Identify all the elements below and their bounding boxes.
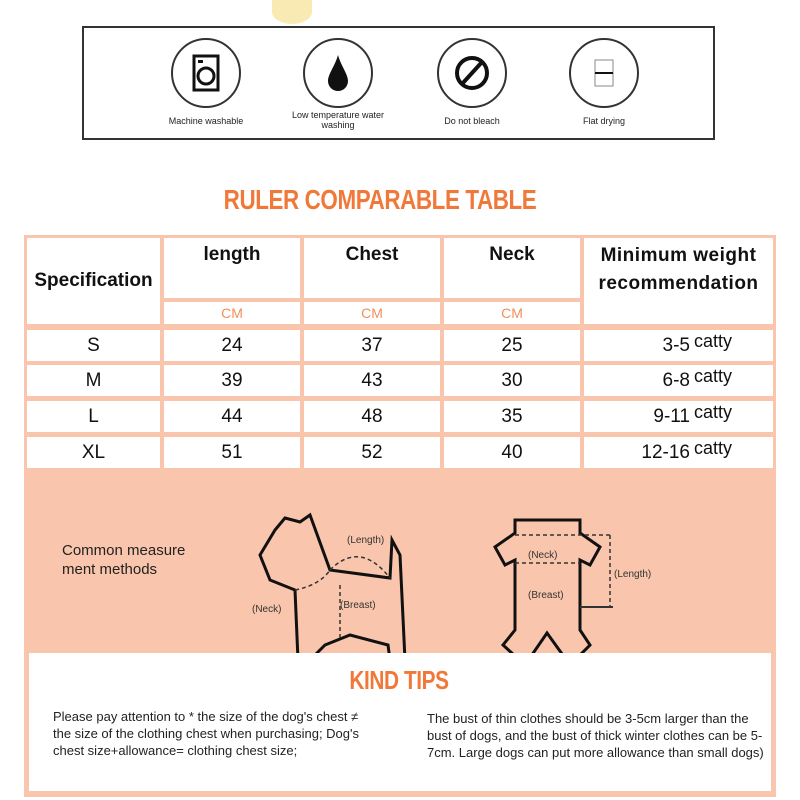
weight-value: 9-11 xyxy=(653,405,690,427)
cell-chest: 48 xyxy=(304,401,440,432)
care-flat-drying: Flat drying xyxy=(544,38,664,126)
decorative-leaf xyxy=(272,0,312,24)
tips-title: KIND TIPS xyxy=(349,665,449,695)
clothes-length-label: (Length) xyxy=(614,569,652,580)
cell-length: 44 xyxy=(164,401,300,432)
clothing-outline-illustration xyxy=(493,518,613,665)
tip-right: The bust of thin clothes should be 3-5cm… xyxy=(427,711,764,760)
header-neck: Neck xyxy=(444,238,580,298)
cell-neck: 40 xyxy=(444,437,580,468)
washing-machine-icon xyxy=(171,38,241,108)
kind-tips-section: KIND TIPS Please pay attention to * the … xyxy=(29,653,771,791)
care-low-temp: Low temperature water washing xyxy=(278,38,398,130)
tip-left: Please pay attention to * the size of th… xyxy=(53,709,359,758)
clothes-breast-label: (Breast) xyxy=(528,590,564,601)
clothes-neck-label: (Neck) xyxy=(528,550,558,561)
cell-length: 24 xyxy=(164,330,300,361)
cell-neck: 30 xyxy=(444,365,580,396)
care-instructions-box: Machine washable Low temperature water w… xyxy=(82,26,715,140)
dog-length-label: (Length) xyxy=(347,535,385,546)
cell-size: L xyxy=(27,401,160,432)
weight-value: 3-5 xyxy=(662,334,690,356)
cell-size: XL xyxy=(27,437,160,468)
water-drop-icon xyxy=(303,38,373,108)
weight-unit: catty xyxy=(694,438,733,458)
table-title: RULER COMPARABLE TABLE xyxy=(223,184,537,215)
header-min-weight: Minimum weight recommendation xyxy=(584,238,773,324)
cell-length: 51 xyxy=(164,437,300,468)
measure-label: Common measure ment methods xyxy=(62,542,186,578)
dog-breast-label: (Breast) xyxy=(340,600,376,611)
cell-chest: 52 xyxy=(304,437,440,468)
unit-length: CM xyxy=(164,302,300,324)
header-specification: Specification xyxy=(27,238,160,324)
cell-neck: 35 xyxy=(444,401,580,432)
weight-value: 12-16 xyxy=(641,441,690,463)
unit-chest: CM xyxy=(304,302,440,324)
header-chest: Chest xyxy=(304,238,440,298)
weight-unit: catty xyxy=(694,402,733,422)
cell-weight: 12-16 catty xyxy=(584,437,773,468)
cell-chest: 43 xyxy=(304,365,440,396)
cell-weight: 6-8 catty xyxy=(584,365,773,396)
care-machine-washable: Machine washable xyxy=(146,38,266,126)
header-length: length xyxy=(164,238,300,298)
cell-weight: 9-11 catty xyxy=(584,401,773,432)
dog-neck-label: (Neck) xyxy=(252,604,282,615)
cell-chest: 37 xyxy=(304,330,440,361)
cell-weight: 3-5 catty xyxy=(584,330,773,361)
dog-outline-illustration xyxy=(258,512,407,660)
cell-neck: 25 xyxy=(444,330,580,361)
no-bleach-icon xyxy=(437,38,507,108)
cell-size: S xyxy=(27,330,160,361)
cell-length: 39 xyxy=(164,365,300,396)
care-no-bleach: Do not bleach xyxy=(412,38,532,126)
weight-value: 6-8 xyxy=(662,369,690,391)
flat-drying-icon xyxy=(569,38,639,108)
cell-size: M xyxy=(27,365,160,396)
unit-neck: CM xyxy=(444,302,580,324)
weight-unit: catty xyxy=(694,366,733,386)
weight-unit: catty xyxy=(694,331,733,351)
